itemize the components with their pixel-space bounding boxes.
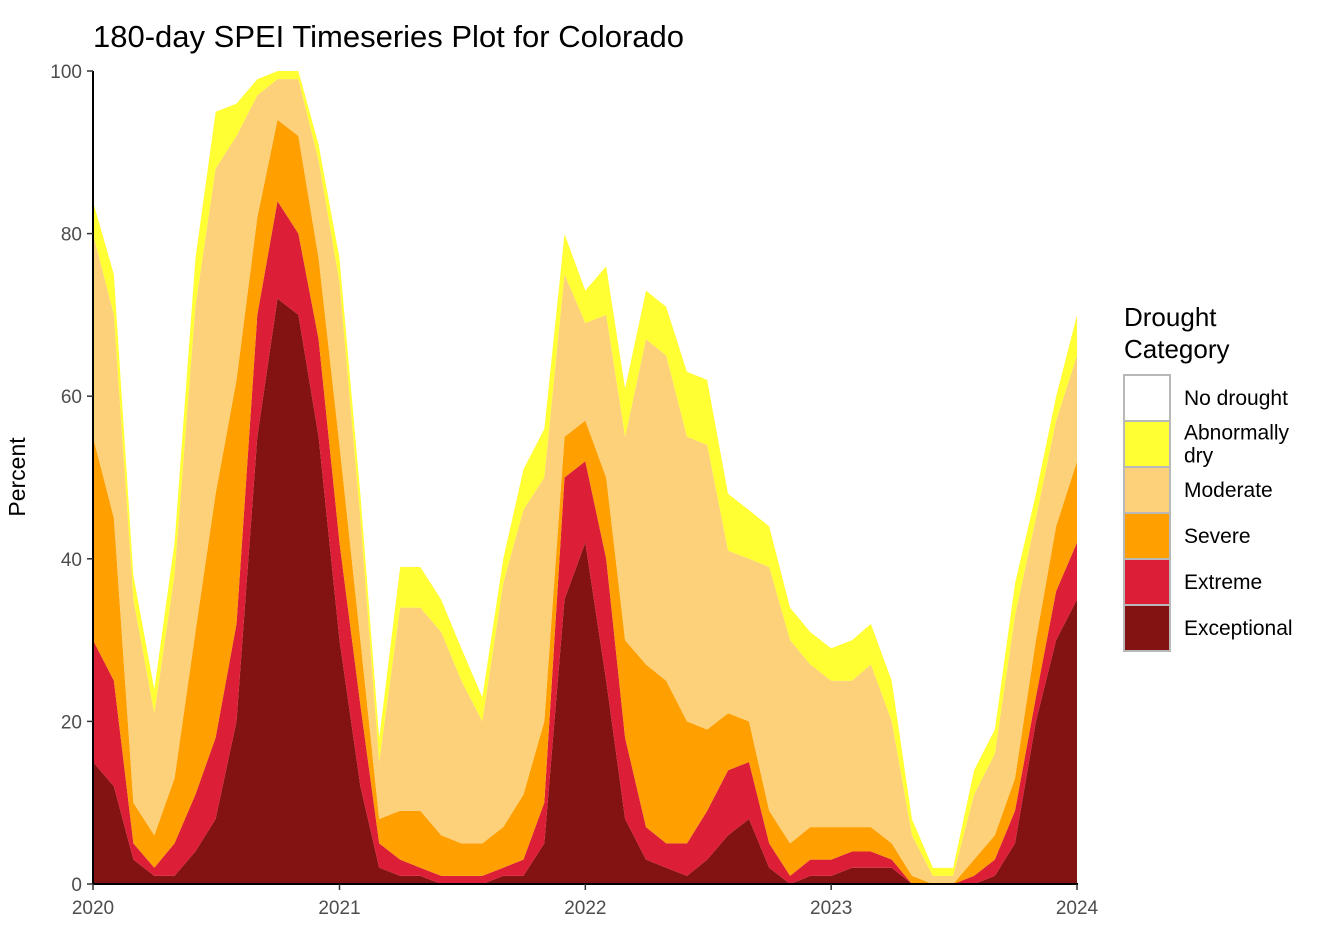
y-axis-title: Percent — [4, 437, 30, 517]
plot-area — [93, 71, 1077, 885]
y-tick-label: 20 — [61, 712, 82, 733]
series-extreme — [93, 201, 1077, 885]
chart-title: 180-day SPEI Timeseries Plot for Colorad… — [93, 19, 684, 54]
legend-label: Moderate — [1184, 479, 1273, 502]
y-tick-label: 0 — [71, 875, 82, 896]
legend-key — [1123, 420, 1171, 468]
y-tick-label: 40 — [61, 550, 82, 571]
legend-label: Severe — [1184, 525, 1251, 548]
series-abnormally-dry — [93, 71, 1077, 876]
legend-label: dry — [1184, 445, 1214, 468]
y-tick-label: 100 — [50, 62, 82, 83]
legend-title: Category — [1124, 334, 1230, 364]
legend-label: Abnormally — [1184, 422, 1290, 445]
x-tick-label: 2023 — [810, 898, 852, 919]
series-no-drought — [93, 71, 1077, 868]
legend-key — [1123, 374, 1171, 422]
x-tick-label: 2021 — [318, 898, 360, 919]
legend-label: Exceptional — [1184, 617, 1293, 640]
x-tick-label: 2020 — [72, 898, 114, 919]
legend-key — [1123, 466, 1171, 514]
series-exceptional — [93, 298, 1077, 885]
x-tick-label: 2022 — [564, 898, 606, 919]
legend-key — [1123, 512, 1171, 560]
y-tick-label: 60 — [61, 387, 82, 408]
legend-title: Drought — [1124, 302, 1217, 332]
legend-label: Extreme — [1184, 571, 1262, 594]
legend-label: No drought — [1184, 387, 1288, 410]
legend-key — [1123, 558, 1171, 606]
series-moderate — [93, 79, 1077, 885]
x-tick-label: 2024 — [1056, 898, 1099, 919]
legend-key — [1123, 604, 1171, 652]
y-tick-label: 80 — [61, 225, 82, 246]
axes: 0 20 40 60 80 100 2020 2021 2022 2023 2024 — [50, 62, 1098, 919]
